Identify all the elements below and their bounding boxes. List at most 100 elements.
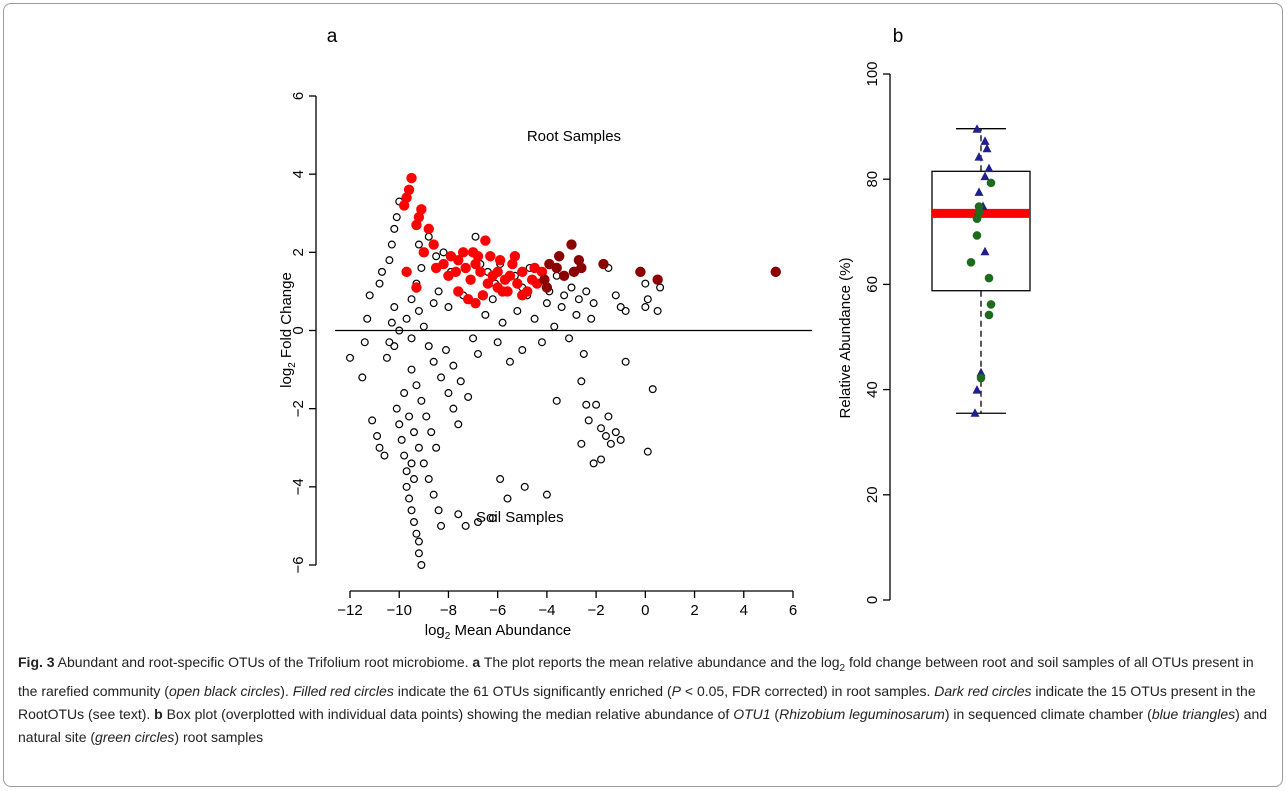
open-circle-point [582, 400, 591, 409]
open-circle-point [592, 400, 601, 409]
dark-red-circle-point [598, 258, 609, 270]
open-circle-point [498, 318, 507, 327]
open-circle-point [584, 416, 593, 425]
open-circle-point [422, 412, 431, 421]
x-tick-label: −6 [489, 602, 506, 619]
open-circle-point [395, 420, 404, 429]
open-circle-point [407, 459, 416, 468]
caption-text: < 0.05, FDR corrected) in root samples. [680, 683, 935, 700]
open-circle-point [358, 373, 367, 382]
x-tick-label: −4 [538, 602, 555, 619]
scatter-points [346, 172, 781, 569]
open-circle-point [437, 521, 446, 530]
triangle-point [980, 246, 990, 256]
open-circle-point [589, 299, 598, 308]
dark-red-circle-point [558, 270, 570, 281]
open-circle-point [432, 252, 441, 261]
open-circle-point [577, 377, 586, 386]
y-axis-a: 6 4 2 0 −2 −4 −6 [290, 92, 317, 574]
red-circle-point [438, 258, 449, 270]
open-circle-point [405, 412, 414, 421]
open-circle-point [611, 291, 620, 300]
red-circle-point [401, 192, 412, 203]
x-tick-label: −12 [337, 602, 362, 619]
open-circle-point [616, 435, 625, 444]
open-circle-point [601, 432, 610, 441]
open-circle-point [641, 279, 650, 288]
open-circle-point [346, 353, 355, 362]
open-circle-point [400, 389, 409, 398]
open-circle-point [409, 518, 418, 527]
y-tick-label: −4 [290, 478, 307, 495]
red-circle-point [413, 211, 425, 223]
y-tick-label-b: 80 [864, 171, 881, 188]
dark-red-circle-point [576, 262, 587, 274]
open-circle-point [429, 299, 438, 308]
open-circle-point [414, 549, 423, 558]
open-circle-point [496, 475, 505, 484]
dark-red-circle-point [539, 274, 550, 285]
open-circle-point [473, 518, 482, 527]
open-circle-point [434, 506, 443, 515]
red-circle-point [460, 262, 471, 274]
caption-text: ) in sequenced climate chamber ( [944, 705, 1152, 722]
y-tick-label: 2 [290, 248, 307, 256]
open-circle-point [456, 377, 465, 386]
y-tick-label: 6 [290, 92, 307, 100]
red-circle-point [411, 219, 422, 231]
red-circle-point [406, 172, 417, 184]
open-circle-point [454, 420, 463, 429]
caption-italic: P [671, 683, 681, 700]
red-circle-point [492, 266, 503, 278]
x-tick-label: 2 [690, 602, 698, 619]
green-circle-point [972, 231, 982, 240]
triangle-point [970, 408, 980, 417]
red-circle-point [428, 239, 439, 250]
open-circle-point [513, 306, 522, 315]
figure-caption: Fig. 3 Abundant and root-specific OTUs o… [18, 651, 1268, 748]
open-circle-point [542, 490, 551, 499]
red-circle-point [465, 274, 476, 285]
open-circle-point [641, 303, 650, 312]
open-circle-point [577, 439, 586, 448]
open-circle-point [377, 267, 386, 276]
triangle-point [984, 163, 994, 173]
open-circle-point [471, 232, 480, 241]
y-tick-label-b: 100 [864, 61, 881, 86]
open-circle-point [412, 381, 421, 390]
open-circle-point [653, 306, 662, 315]
red-circle-point [398, 200, 410, 211]
open-circle-point [552, 396, 561, 405]
triangle-point [972, 385, 982, 394]
x-tick-label: 0 [641, 602, 649, 619]
open-circle-point [424, 232, 433, 241]
open-circle-point [587, 314, 596, 323]
open-circle-point [400, 451, 409, 460]
caption-italic: Rhizobium leguminosarum [779, 705, 945, 722]
red-circle-point [480, 235, 491, 246]
open-circle-point [574, 295, 583, 304]
y-axis-label-a: log2 Fold Change [278, 272, 298, 388]
open-circle-point [518, 346, 527, 355]
open-circle-point [611, 428, 620, 437]
x-tick-label: −8 [440, 602, 457, 619]
open-circle-point [368, 416, 377, 425]
panel-b-label: b [893, 26, 904, 47]
red-circle-point [512, 278, 523, 289]
open-circle-point [530, 314, 539, 323]
triangle-point [974, 187, 984, 196]
open-circle-point [464, 392, 473, 401]
open-circle-point [407, 365, 416, 374]
open-circle-point [387, 318, 396, 327]
open-circle-point [520, 482, 529, 491]
caption-italic: green circles [95, 728, 175, 745]
caption-text: ) and natural site ( [18, 705, 1268, 745]
open-circle-point [409, 475, 418, 484]
open-circle-point [589, 459, 598, 468]
red-circle-point [450, 266, 462, 278]
red-circle-point [453, 254, 464, 266]
open-circle-point [385, 256, 394, 265]
open-circle-point [360, 338, 369, 347]
open-circle-point [572, 310, 581, 319]
x-axis-label-a: log2 Mean Abundance [425, 622, 572, 642]
